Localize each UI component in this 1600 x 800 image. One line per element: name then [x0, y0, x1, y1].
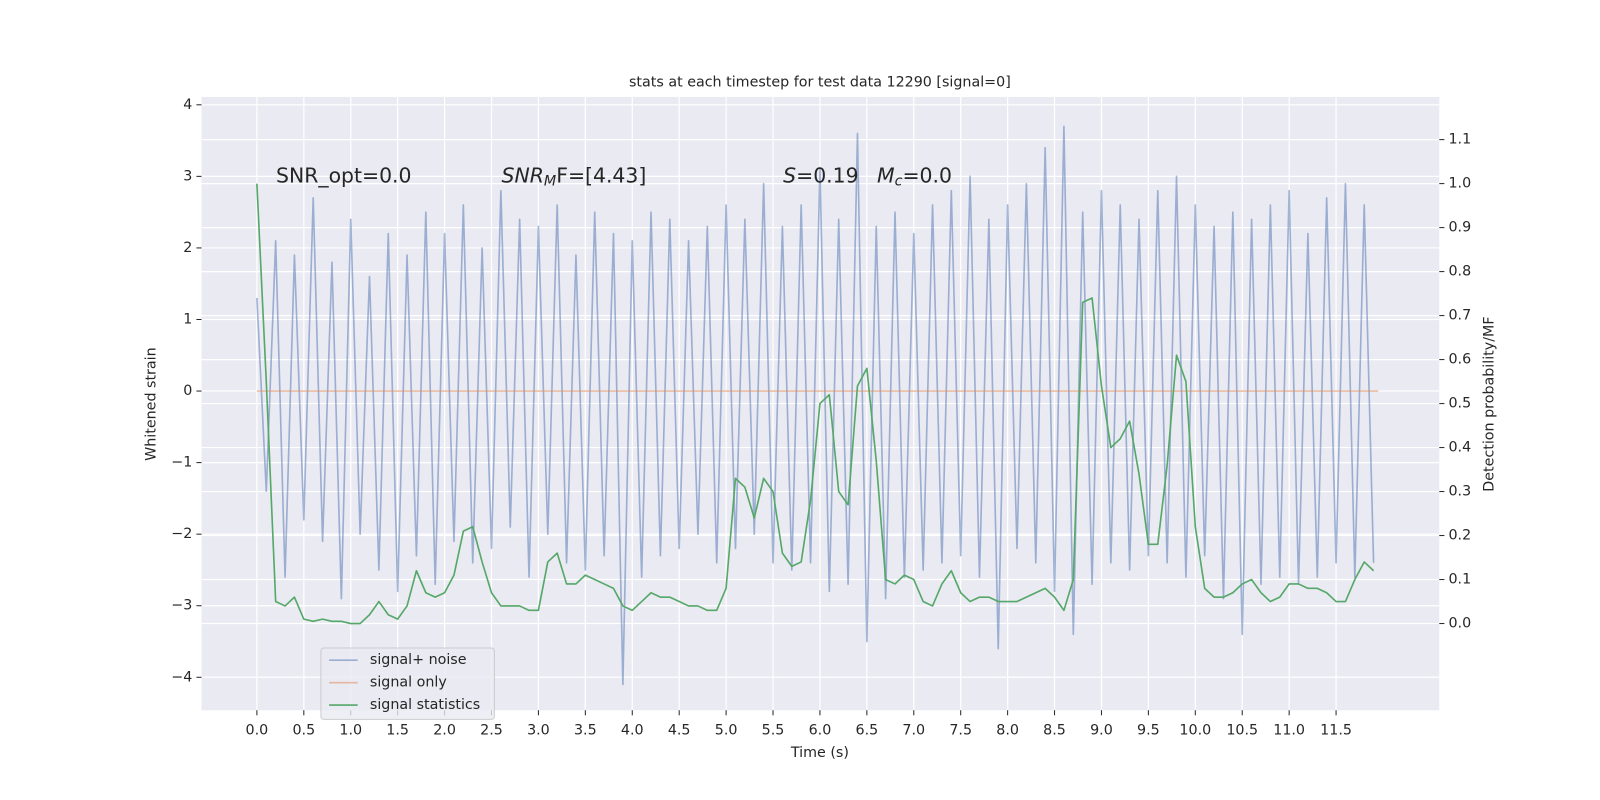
x-tick-label: 11.0 [1273, 723, 1305, 739]
y2-tick-label: 1.0 [1448, 176, 1471, 192]
x-tick-label: 5.5 [762, 723, 785, 739]
x-tick-label: 1.5 [386, 723, 409, 739]
y2-tick-label: 0.0 [1448, 616, 1471, 632]
foreground: 0.0 0.5 1.0 1.5 2.0 2.5 3.0 3.5 4.0 4.5 5.0 5.5 6.0 6… [171, 97, 1471, 739]
y-tick-label: −3 [171, 598, 192, 614]
lines [256, 125, 1379, 686]
y2-tick-label: 0.3 [1448, 484, 1471, 500]
annotation-part: SNR_opt=0.0 [276, 164, 412, 189]
annotation-part: S [783, 164, 796, 188]
y-tick-label: −2 [171, 526, 192, 542]
y-tick-label: 1 [183, 311, 192, 327]
annotation-part: M [544, 174, 556, 190]
x-tick-label: 0.0 [246, 723, 269, 739]
x-tick-label: 10.0 [1179, 723, 1211, 739]
legend-label: signal only [370, 675, 447, 691]
x-axis-label: Time (s) [790, 745, 849, 761]
y-tick-label: 0 [183, 383, 192, 399]
y2-tick-label: 0.4 [1448, 440, 1471, 456]
y2-tick-label: 0.6 [1448, 352, 1471, 368]
x-tick-label: 3.0 [527, 723, 550, 739]
series-line [256, 183, 1375, 625]
x-tick-label: 7.0 [902, 723, 925, 739]
x-tick-label: 8.0 [996, 723, 1019, 739]
y-tick-label: 4 [183, 97, 192, 113]
y2-tick-label: 0.7 [1448, 308, 1471, 324]
annotation-part: =0.19 [796, 164, 859, 188]
x-tick-label: 7.5 [949, 723, 972, 739]
annotation: Mc=0.0 [877, 164, 952, 190]
x-tick-label: 8.5 [1043, 723, 1066, 739]
y2-tick-label: 0.9 [1448, 220, 1471, 236]
annotation-part: c [895, 174, 903, 190]
y2-tick-label: 0.1 [1448, 572, 1471, 588]
x-tick-label: 2.5 [480, 723, 503, 739]
legend-label: signal statistics [370, 697, 480, 713]
y2-axis-label: Detection probability/MF [1481, 316, 1497, 491]
x-tick-label: 2.0 [433, 723, 456, 739]
x-tick-label: 4.5 [668, 723, 691, 739]
x-tick-label: 9.5 [1137, 723, 1160, 739]
x-tick-label: 10.5 [1226, 723, 1258, 739]
annotation-part: F=[4.43] [556, 164, 646, 188]
legend-label: signal+ noise [370, 652, 467, 668]
annotation: SNR_opt=0.0 [276, 164, 412, 189]
y2-tick-label: 1.1 [1448, 132, 1471, 148]
annotation-part: =0.0 [902, 164, 952, 188]
chart-title: stats at each timestep for test data 122… [629, 75, 1011, 91]
legend: signal+ noise signal only signal statistic… [320, 647, 495, 720]
y-tick-label: 3 [183, 168, 192, 184]
x-tick-label: 3.5 [574, 723, 597, 739]
y2-tick-label: 0.8 [1448, 264, 1471, 280]
y-tick-label: −1 [171, 455, 192, 471]
annotation-part: M [877, 164, 895, 188]
x-tick-label: 6.0 [809, 723, 832, 739]
x-tick-label: 4.0 [621, 723, 644, 739]
annotation: SNRMF=[4.43] [502, 164, 647, 190]
x-tick-label: 6.5 [856, 723, 879, 739]
legend-box [320, 647, 495, 720]
series-line [256, 125, 1375, 686]
x-tick-label: 9.0 [1090, 723, 1113, 739]
y2-tick-label: 0.5 [1448, 396, 1471, 412]
y-axis-label: Whitened strain [144, 347, 160, 461]
y-tick-label: −4 [171, 669, 192, 685]
annotation-part: SNR [502, 164, 544, 188]
y2-tick-label: 0.2 [1448, 528, 1471, 544]
x-tick-label: 0.5 [292, 723, 315, 739]
x-tick-label: 5.0 [715, 723, 738, 739]
grid [201, 96, 1440, 711]
x-tick-label: 1.0 [339, 723, 362, 739]
x-tick-label: 11.5 [1320, 723, 1352, 739]
y-tick-label: 2 [183, 240, 192, 256]
annotation: S=0.19 [783, 164, 858, 188]
